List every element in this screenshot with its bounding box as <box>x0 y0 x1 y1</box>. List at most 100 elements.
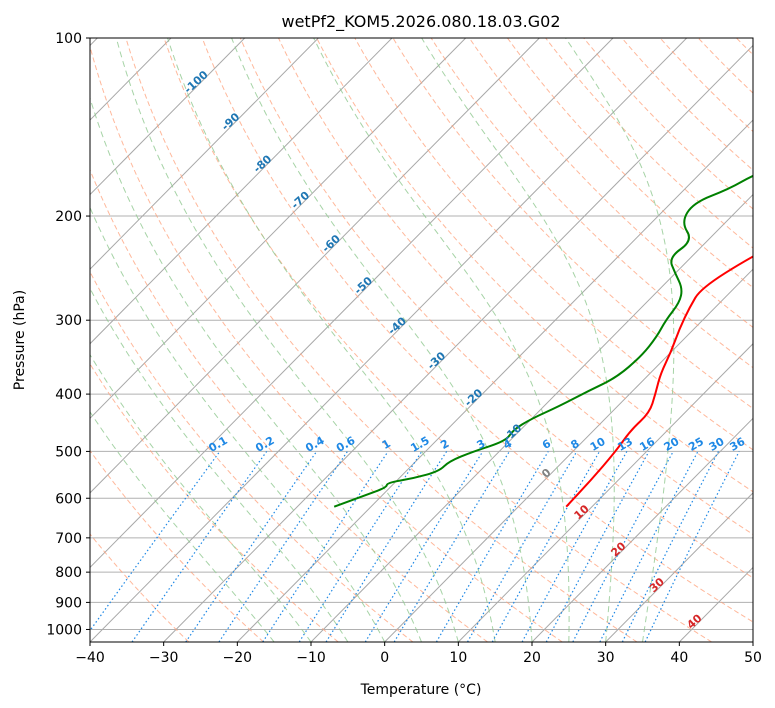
isotherm-line <box>163 44 753 642</box>
x-tick-label: 10 <box>449 650 467 666</box>
isotherm-line <box>384 268 753 642</box>
mixing-ratio-line <box>621 451 719 642</box>
moist-adiabat-line <box>231 38 533 642</box>
y-tick-label: 500 <box>55 444 82 460</box>
isotherm-line <box>90 38 688 642</box>
isotherm-label: -70 <box>289 189 313 212</box>
mixing-ratio-label: 2 <box>438 437 451 452</box>
dry-adiabat-line <box>90 168 488 642</box>
mixing-ratio-label: 6 <box>540 437 553 452</box>
moist-adiabat-line <box>421 38 615 642</box>
axes: −40 −30 −20 −10 0 10 20 30 40 50 100 200 300 400 500 60… <box>46 31 762 666</box>
plot-frame <box>89 37 754 643</box>
dry-adiabat-line <box>90 44 563 642</box>
y-tick-label: 1000 <box>46 622 82 638</box>
chart-title: wetPf2_KOM5.2026.080.18.03.G02 <box>281 12 560 32</box>
y-tick-label: 800 <box>55 565 82 581</box>
isotherm-label: -90 <box>219 110 243 133</box>
dry-adiabat-line <box>163 38 712 642</box>
isotherm-line <box>90 38 614 569</box>
y-tick-label: 400 <box>55 387 82 403</box>
x-tick-label: 30 <box>597 650 615 666</box>
isotherm-line <box>605 492 753 642</box>
x-tick-label: 40 <box>670 650 688 666</box>
dry-adiabat-line <box>239 38 753 579</box>
moist-adiabat-line <box>90 96 422 642</box>
y-tick-label: 600 <box>55 491 82 507</box>
dry-adiabat-line <box>354 38 753 451</box>
isotherm-line <box>236 119 753 642</box>
isotherm-line <box>531 417 753 642</box>
x-tick-label: 0 <box>380 650 389 666</box>
mixing-ratio-line <box>262 451 389 642</box>
isotherm-label: 10 <box>572 502 592 522</box>
x-axis-label: Temperature (°C) <box>360 682 482 698</box>
isotherm-label: -30 <box>425 349 449 372</box>
x-tick-label: 20 <box>523 650 541 666</box>
mixing-ratio-line <box>218 451 348 642</box>
mixing-ratio-line <box>364 451 484 642</box>
line-labels: 0.1 0.2 0.4 0.6 1 1.5 2 3 4 6 8 10 13 16 20 25 30 36-100-… <box>182 68 748 632</box>
mixing-ratio-line <box>185 451 318 642</box>
dry-adiabat-line <box>392 38 753 410</box>
isotherm-label: -40 <box>386 314 410 337</box>
isotherm-label: -60 <box>320 232 344 255</box>
isotherm-line <box>90 38 540 494</box>
isotherm-line <box>90 38 467 420</box>
isotherm-line <box>678 566 753 642</box>
mixing-ratio-line <box>298 451 423 642</box>
dry-adiabat-line <box>125 38 638 642</box>
y-tick-label: 300 <box>55 313 82 329</box>
moist-adiabat-line <box>90 411 275 642</box>
dry-adiabat-line <box>545 38 753 249</box>
x-tick-label: −30 <box>149 650 179 666</box>
temperature-trace <box>565 255 753 508</box>
isotherm-line <box>457 343 753 642</box>
dry-adiabat-line <box>621 38 753 171</box>
y-tick-label: 200 <box>55 209 82 225</box>
dry-adiabat-line <box>90 270 414 642</box>
dry-adiabat-line <box>659 38 753 133</box>
y-tick-label: 100 <box>55 31 82 47</box>
isotherm-label: -100 <box>182 68 211 96</box>
dry-adiabat-line <box>507 38 753 289</box>
moist-adiabat-line <box>167 38 496 642</box>
dry-adiabat-line <box>583 38 753 210</box>
dry-adiabat-line <box>430 38 753 369</box>
moist-adiabat-line <box>313 38 570 642</box>
isotherm-label: 20 <box>608 539 628 559</box>
isotherm-label: -20 <box>462 386 486 409</box>
isotherm-label: -80 <box>251 152 275 175</box>
y-tick-label: 900 <box>55 595 82 611</box>
dry-adiabat-line <box>90 362 339 642</box>
x-tick-label: −20 <box>223 650 253 666</box>
y-axis-label: Pressure (hPa) <box>12 290 28 390</box>
dry-adiabat-line <box>736 38 753 56</box>
x-tick-label: −10 <box>296 650 326 666</box>
x-tick-label: 50 <box>744 650 762 666</box>
moist-adiabat-line <box>90 353 312 642</box>
isotherm-label: 40 <box>684 611 704 631</box>
background-lines <box>90 38 753 642</box>
moist-adiabat-line <box>90 206 386 642</box>
isotherm-line <box>310 193 753 642</box>
dry-adiabat-line <box>278 38 753 535</box>
mixing-ratio-line <box>599 451 699 642</box>
isotherm-line <box>752 641 753 642</box>
dry-adiabat-line <box>90 533 190 642</box>
mixing-ratio-line <box>393 451 510 642</box>
dry-adiabat-line <box>201 38 753 623</box>
dry-adiabat-line <box>697 38 753 94</box>
isotherm-line <box>90 38 393 345</box>
dry-adiabat-line <box>316 38 753 493</box>
mixing-ratio-line <box>521 451 628 642</box>
isotherm-line <box>90 38 319 270</box>
mixing-ratio-line <box>491 451 601 642</box>
moist-adiabat-line <box>565 38 675 642</box>
sounding-profiles <box>333 174 753 508</box>
x-tick-label: −40 <box>75 650 105 666</box>
dewpoint-trace <box>333 174 753 508</box>
mixing-ratio-line <box>325 451 448 642</box>
mixing-ratio-line <box>545 451 650 642</box>
moist-adiabat-line <box>90 287 349 642</box>
